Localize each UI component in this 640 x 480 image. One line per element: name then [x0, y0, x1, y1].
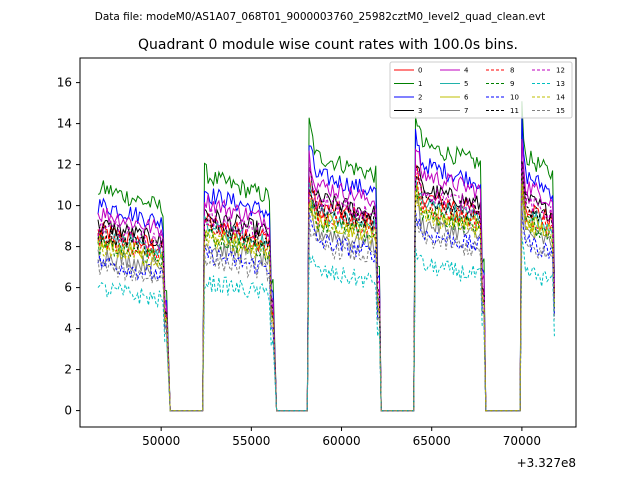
plot-area: 50000 55000 60000 65000 70000 0246810121416 …	[57, 57, 577, 448]
legend-label-11: 11	[510, 107, 519, 115]
x-offset-label: +3.327e8	[517, 456, 576, 470]
x-tick-label: 70000	[503, 434, 541, 448]
x-tick-label: 65000	[413, 434, 451, 448]
y-tick-label: 0	[64, 404, 72, 418]
figure-suptitle: Data file: modeM0/AS1A07_068T01_90000037…	[95, 11, 546, 23]
y-tick-label: 6	[64, 281, 72, 295]
y-tick-label: 10	[57, 199, 72, 213]
legend-label-3: 3	[418, 107, 422, 115]
y-tick-label: 4	[64, 322, 72, 336]
legend-label-6: 6	[464, 94, 469, 102]
series-line-14	[97, 183, 555, 412]
legend-label-15: 15	[556, 107, 565, 115]
legend-label-4: 4	[464, 67, 469, 75]
series-line-15	[97, 206, 555, 412]
y-tick-label: 8	[64, 240, 72, 254]
legend-label-9: 9	[510, 80, 514, 88]
chart-title: Quadrant 0 module wise count rates with …	[138, 37, 518, 53]
legend-label-10: 10	[510, 94, 519, 102]
y-tick-label: 16	[57, 76, 72, 90]
legend-label-7: 7	[464, 107, 468, 115]
x-tick-label: 55000	[232, 434, 270, 448]
legend-box	[389, 61, 573, 119]
y-axis-ticks: 0 2 4 6 8 10 12 14 16	[57, 76, 80, 418]
legend-label-1: 1	[418, 80, 422, 88]
legend-label-2: 2	[418, 94, 422, 102]
legend-label-14: 14	[556, 94, 565, 102]
series-layer	[97, 101, 555, 412]
legend-label-12: 12	[556, 67, 565, 75]
y-tick-label: 2	[64, 363, 72, 377]
y-tick-label: 14	[57, 117, 72, 131]
legend-label-5: 5	[464, 80, 468, 88]
x-tick-label: 50000	[142, 434, 180, 448]
legend-label-8: 8	[510, 67, 514, 75]
x-axis-ticks: 50000 55000 60000 65000 70000	[142, 427, 541, 448]
series-line-8	[97, 171, 555, 412]
x-tick-label: 60000	[322, 434, 360, 448]
axes-frame	[79, 57, 577, 428]
y-tick-label: 12	[57, 158, 72, 172]
legend-label-0: 0	[418, 67, 422, 75]
legend-label-13: 13	[556, 80, 565, 88]
